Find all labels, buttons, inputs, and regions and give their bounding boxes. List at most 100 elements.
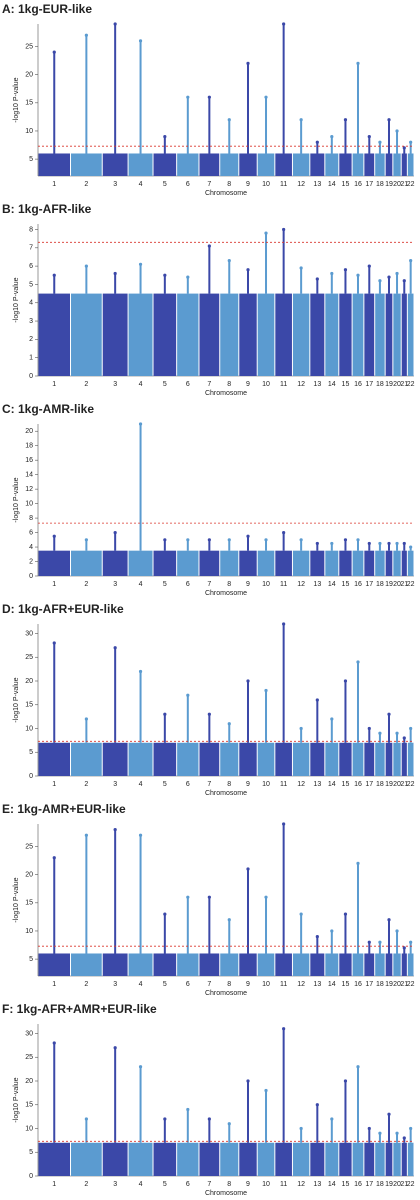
peak-snp <box>343 268 348 272</box>
x-tick-label: 1 <box>52 381 56 388</box>
peak-snp <box>378 541 382 546</box>
peak-snp <box>113 530 117 535</box>
y-tick-label: 20 <box>25 678 33 685</box>
signal-tower <box>387 543 390 551</box>
signal-tower <box>53 536 56 551</box>
x-tick-label: 7 <box>207 981 211 988</box>
x-tick-label: 21 <box>400 181 408 188</box>
x-tick-label: 9 <box>246 981 250 988</box>
signal-tower <box>114 532 117 551</box>
x-tick-label: 20 <box>393 381 401 388</box>
signal-tower <box>330 543 333 551</box>
x-tick-label: 10 <box>262 381 270 388</box>
snp-cloud <box>128 293 153 376</box>
signal-tower <box>344 681 347 743</box>
signal-tower <box>139 671 142 743</box>
x-tick-label: 3 <box>113 181 117 188</box>
signal-tower <box>163 275 166 294</box>
signal-tower <box>228 539 231 551</box>
peak-snp <box>207 895 211 899</box>
snp-cloud <box>220 1142 239 1176</box>
snp-cloud <box>401 1142 407 1176</box>
y-tick-label: 1 <box>29 355 33 362</box>
x-tick-label: 18 <box>376 1181 384 1188</box>
signal-tower <box>387 277 390 294</box>
x-tick-label: 8 <box>227 1181 231 1188</box>
peak-snp <box>264 231 268 235</box>
peak-snp <box>395 129 399 133</box>
peak-snp <box>343 912 348 916</box>
signal-tower <box>139 1066 142 1143</box>
x-tick-label: 16 <box>354 581 362 588</box>
signal-tower <box>356 662 359 743</box>
snp-cloud <box>102 742 128 776</box>
peak-snp <box>163 1117 167 1121</box>
peak-snp <box>315 698 319 702</box>
snp-cloud <box>199 742 220 776</box>
signal-tower <box>282 824 285 954</box>
y-tick-label: 12 <box>25 486 33 493</box>
x-tick-label: 14 <box>328 981 336 988</box>
y-tick-label: 6 <box>29 263 33 270</box>
snp-cloud <box>275 550 292 576</box>
snp-cloud <box>275 153 292 176</box>
signal-tower <box>186 277 189 294</box>
signal-tower <box>208 1119 211 1143</box>
signal-tower <box>330 1119 333 1143</box>
y-tick-label: 10 <box>25 928 33 935</box>
x-tick-label: 14 <box>328 1181 336 1188</box>
x-tick-label: 2 <box>84 181 88 188</box>
signal-tower <box>265 690 268 743</box>
snp-cloud <box>352 153 364 176</box>
peak-snp <box>299 266 303 270</box>
snp-cloud <box>199 293 220 376</box>
signal-tower <box>300 914 303 954</box>
x-tick-label: 3 <box>113 381 117 388</box>
signal-tower <box>246 269 249 294</box>
x-tick-label: 5 <box>163 181 167 188</box>
x-tick-label: 2 <box>84 381 88 388</box>
x-tick-label: 11 <box>280 381 287 388</box>
x-tick-label: 12 <box>297 781 305 788</box>
x-tick-label: 21 <box>400 581 408 588</box>
snp-cloud <box>325 550 339 576</box>
snp-cloud <box>310 153 325 176</box>
peak-snp <box>52 534 56 538</box>
y-tick-label: 4 <box>29 300 33 307</box>
x-tick-label: 17 <box>365 981 373 988</box>
y-tick-label: 25 <box>25 1054 33 1061</box>
peak-snp <box>343 538 348 542</box>
signal-tower <box>330 136 333 154</box>
snp-cloud <box>38 550 71 576</box>
signal-tower <box>316 278 319 294</box>
signal-tower <box>378 1133 381 1143</box>
snp-cloud <box>153 293 177 376</box>
snp-cloud <box>199 153 220 176</box>
snp-cloud <box>375 742 385 776</box>
snp-cloud <box>292 550 310 576</box>
signal-tower <box>53 1043 56 1143</box>
x-tick-label: 7 <box>207 1181 211 1188</box>
signal-tower <box>282 624 285 743</box>
peak-snp <box>409 726 413 731</box>
x-tick-label: 13 <box>313 581 321 588</box>
peak-snp <box>186 95 190 99</box>
peak-snp <box>387 918 391 922</box>
signal-tower <box>409 1128 412 1143</box>
peak-snp <box>330 929 334 933</box>
peak-snp <box>299 1126 303 1131</box>
peak-snp <box>356 273 360 277</box>
signal-tower <box>85 539 88 551</box>
peak-snp <box>402 541 406 546</box>
snp-cloud <box>71 1142 102 1176</box>
peak-snp <box>246 268 250 272</box>
x-tick-label: 19 <box>385 981 393 988</box>
signal-tower <box>403 947 406 954</box>
snp-cloud <box>292 953 310 976</box>
snp-cloud <box>407 293 414 376</box>
x-tick-label: 4 <box>139 581 143 588</box>
peak-snp <box>138 262 143 266</box>
x-tick-label: 10 <box>262 981 270 988</box>
y-tick-label: 8 <box>29 226 33 233</box>
peak-snp <box>315 1103 319 1107</box>
